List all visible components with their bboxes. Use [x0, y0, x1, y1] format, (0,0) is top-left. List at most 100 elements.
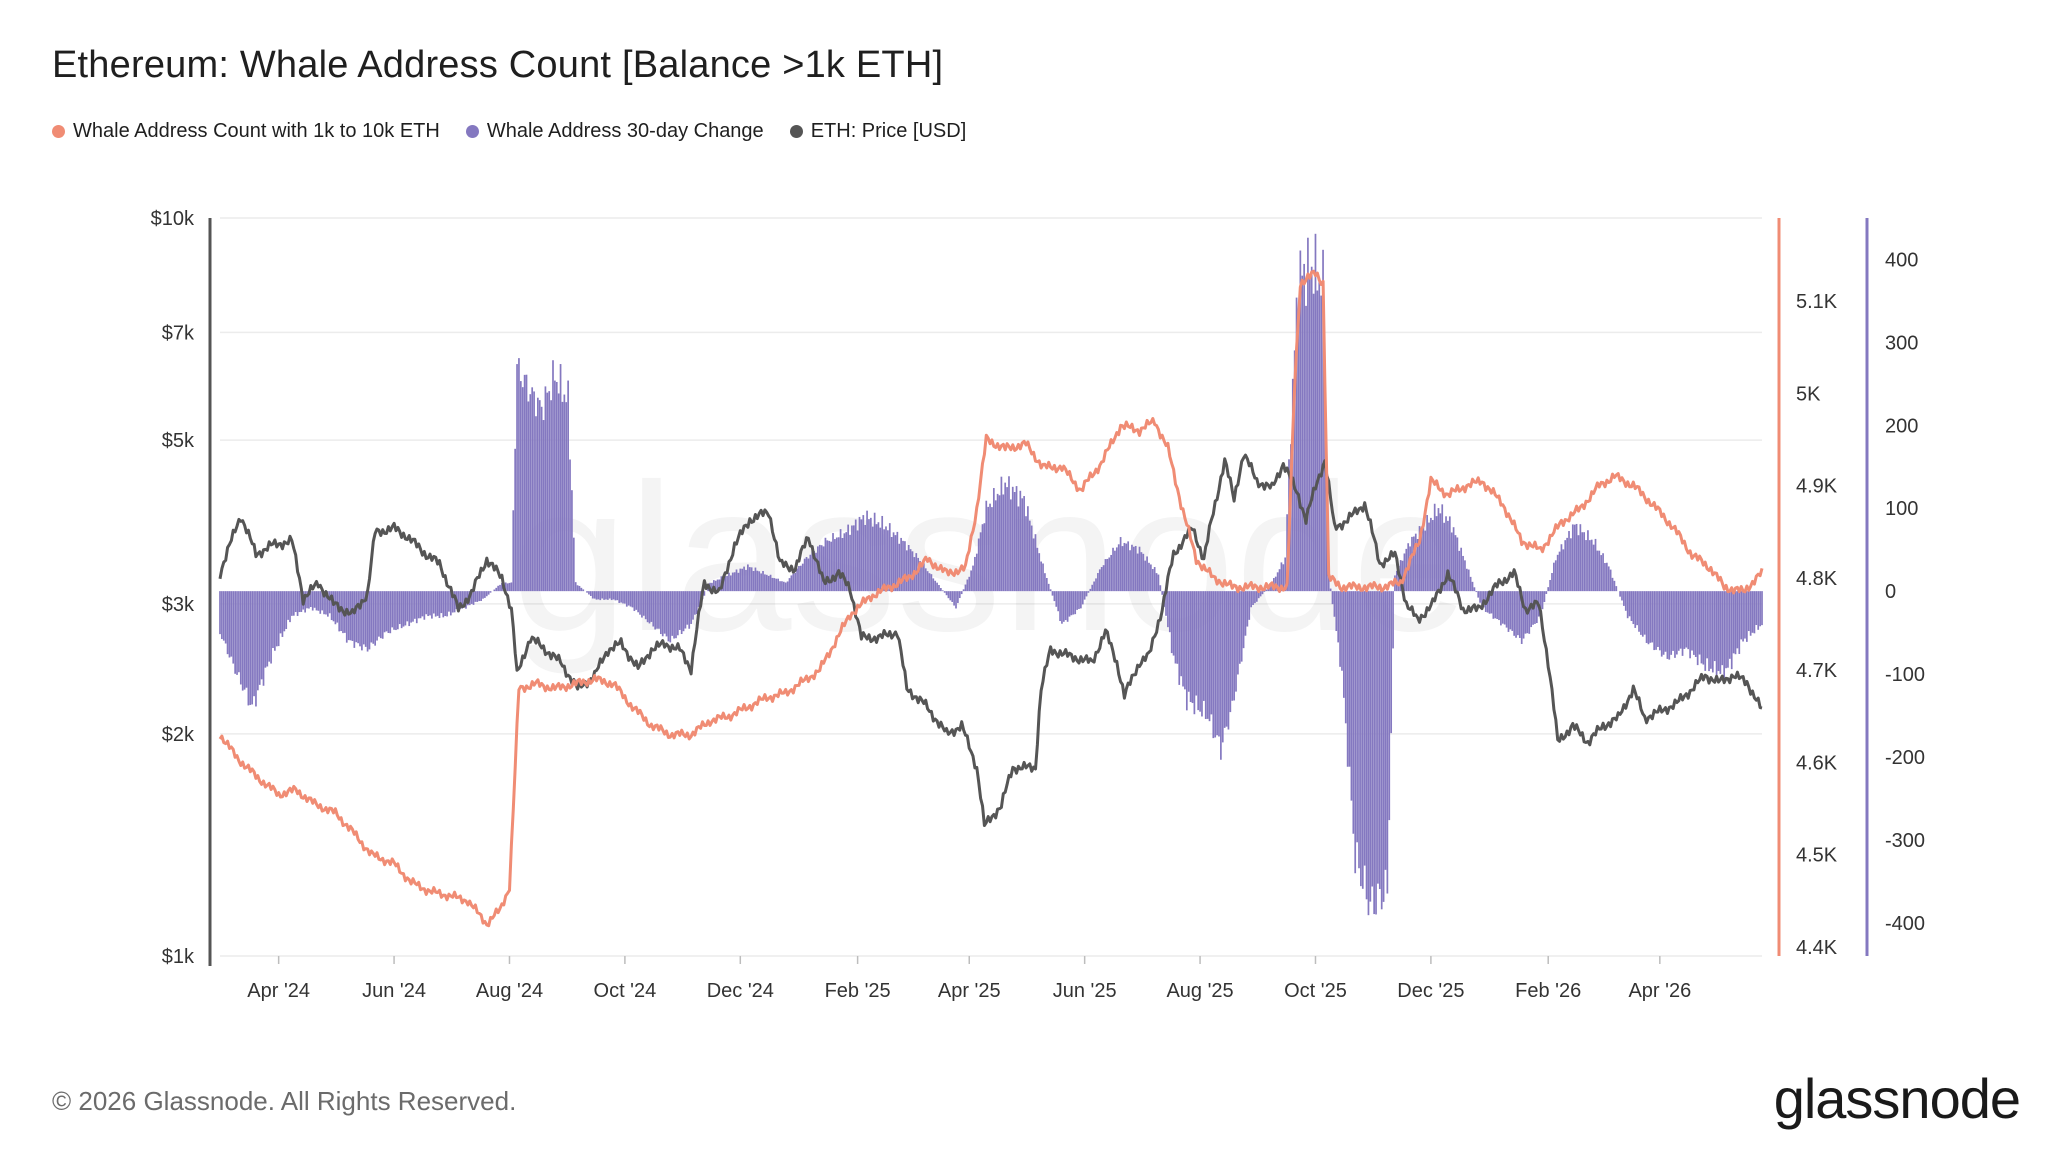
change-bar-26 — [268, 591, 271, 662]
change-bar-620 — [1392, 591, 1394, 649]
change-bar-72 — [355, 591, 358, 643]
change-bar-506 — [1176, 591, 1179, 664]
change-bar-201 — [599, 591, 602, 601]
change-bar-583 — [1322, 249, 1324, 592]
change-bar-467 — [1102, 565, 1105, 592]
change-bar-335 — [852, 525, 855, 592]
change-bar-146 — [495, 587, 498, 592]
legend-item-eth-price[interactable]: ETH: Price [USD] — [789, 120, 966, 143]
change-bar-195 — [588, 591, 590, 595]
change-bar-369 — [917, 557, 920, 592]
change-bar-287 — [762, 570, 764, 592]
change-bar-70 — [351, 591, 354, 641]
change-bar-50 — [313, 591, 316, 608]
change-bar-188 — [574, 582, 577, 592]
change-bar-372 — [922, 563, 925, 592]
change-bar-718 — [1577, 535, 1580, 592]
change-bar-93 — [395, 591, 397, 631]
change-bar-200 — [597, 591, 600, 600]
change-bar-547 — [1254, 591, 1256, 604]
change-bar-571 — [1299, 250, 1302, 592]
change-bar-721 — [1583, 532, 1586, 592]
change-bars — [219, 233, 1763, 916]
change-bar-487 — [1140, 552, 1143, 592]
change-bar-288 — [764, 574, 766, 592]
change-bar-595 — [1344, 591, 1347, 724]
change-bar-248 — [688, 591, 691, 629]
change-bar-540 — [1240, 591, 1243, 662]
change-bar-813 — [1757, 591, 1760, 630]
change-bar-439 — [1049, 589, 1052, 592]
change-bar-253 — [697, 591, 700, 607]
change-bar-590 — [1335, 591, 1338, 632]
change-bar-719 — [1579, 524, 1582, 592]
x-tick-label-12: Apr '26 — [1628, 980, 1691, 1002]
change-bar-723 — [1587, 530, 1589, 592]
change-bar-330 — [843, 533, 846, 592]
change-bar-326 — [835, 537, 838, 592]
change-bar-11 — [239, 591, 242, 685]
change-bar-269 — [728, 572, 730, 592]
legend-item-30day-change[interactable]: Whale Address 30-day Change — [465, 120, 764, 143]
change-tick-label-3: -100 — [1885, 664, 1925, 686]
x-tick-label-4: Dec '24 — [707, 980, 774, 1002]
change-bar-343 — [868, 519, 870, 592]
change-bar-690 — [1524, 591, 1527, 634]
legend-item-whale-count[interactable]: Whale Address Count with 1k to 10k ETH — [52, 120, 440, 143]
eth-price-line — [218, 453, 1763, 827]
change-bar-20 — [256, 591, 259, 691]
change-bar-227 — [648, 591, 651, 624]
change-bar-614 — [1380, 591, 1383, 910]
change-bar-638 — [1426, 515, 1428, 592]
change-bar-313 — [811, 551, 814, 592]
change-bar-355 — [890, 537, 893, 592]
change-bar-124 — [453, 591, 456, 613]
change-bar-10 — [238, 591, 240, 673]
change-bar-430 — [1032, 538, 1035, 592]
change-bar-148 — [499, 584, 501, 592]
change-bar-555 — [1269, 585, 1271, 592]
change-bar-107 — [421, 591, 424, 617]
change-bar-56 — [325, 591, 327, 615]
change-bar-811 — [1753, 591, 1756, 634]
change-bar-59 — [330, 591, 333, 621]
change-bar-236 — [665, 591, 668, 637]
change-bar-299 — [784, 582, 787, 592]
change-bar-336 — [854, 519, 857, 592]
change-bar-426 — [1025, 516, 1027, 592]
change-bar-357 — [894, 535, 897, 592]
change-bar-478 — [1123, 542, 1126, 592]
change-bar-569 — [1295, 297, 1298, 592]
change-bar-580 — [1316, 290, 1319, 592]
change-bar-391 — [958, 591, 961, 599]
change-tick-label-8: 400 — [1885, 249, 1918, 271]
change-bar-793 — [1719, 591, 1722, 674]
legend-dot-30day-change — [465, 125, 479, 138]
change-bar-41 — [296, 591, 299, 616]
change-bar-97 — [402, 591, 405, 627]
change-bar-151 — [504, 582, 507, 592]
change-bar-261 — [712, 580, 715, 592]
change-bar-64 — [340, 591, 342, 632]
series-lines — [218, 269, 1764, 928]
change-bar-258 — [707, 587, 709, 592]
change-bar-503 — [1170, 591, 1173, 654]
change-bar-283 — [754, 567, 757, 592]
change-bar-637 — [1424, 530, 1427, 592]
change-bar-423 — [1019, 490, 1022, 592]
change-bar-560 — [1278, 569, 1281, 592]
change-bar-42 — [298, 591, 301, 613]
change-bar-279 — [747, 564, 749, 592]
change-bar-452 — [1074, 591, 1077, 615]
change-bar-484 — [1134, 545, 1137, 592]
change-bar-464 — [1097, 573, 1099, 592]
change-bar-345 — [871, 526, 874, 592]
change-bar-183 — [565, 402, 568, 592]
change-bar-135 — [474, 591, 477, 602]
change-bar-76 — [362, 591, 365, 645]
change-bar-511 — [1185, 591, 1188, 711]
change-bar-162 — [525, 374, 528, 592]
change-bar-323 — [830, 541, 832, 592]
change-bar-302 — [790, 575, 793, 592]
